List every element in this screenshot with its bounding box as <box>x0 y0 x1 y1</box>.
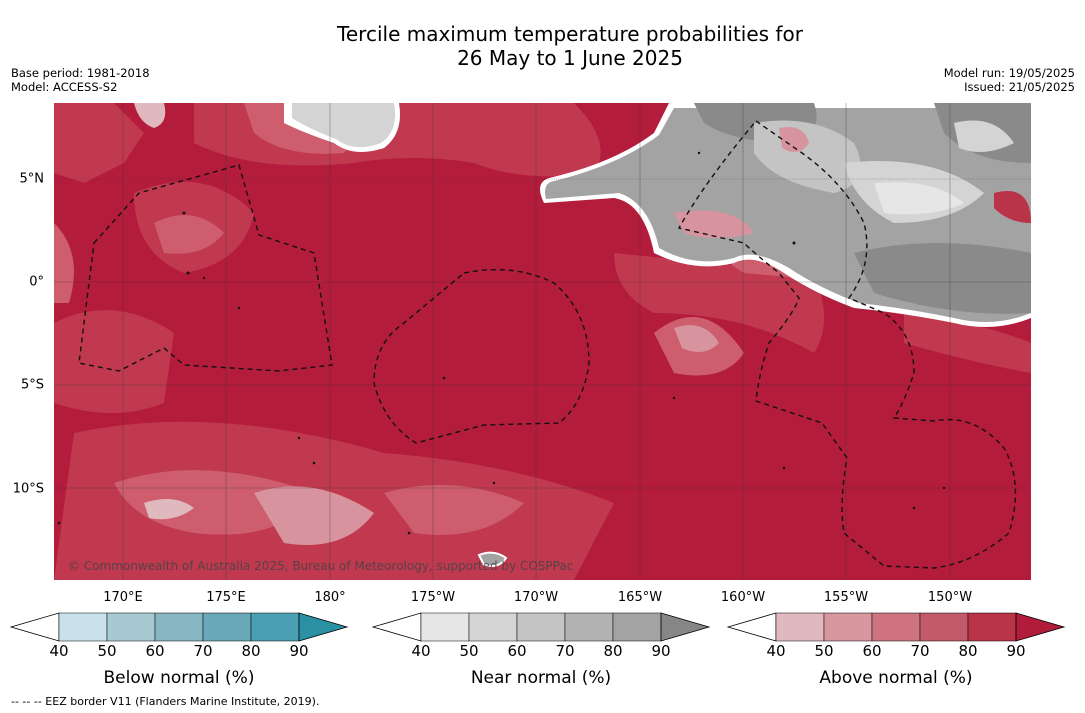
colorbar-low-extend <box>727 612 777 642</box>
tick-label: 70 <box>910 642 930 660</box>
colorbar-segment <box>154 612 204 642</box>
colorbar-segment <box>967 612 1017 642</box>
tick-label: 60 <box>862 642 882 660</box>
colorbar-segment <box>564 612 614 642</box>
tick-label: 40 <box>411 642 431 660</box>
tick-label: 80 <box>603 642 623 660</box>
colorbar-above-title: Above normal (%) <box>819 668 973 688</box>
tick-label: 70 <box>555 642 575 660</box>
probability-map <box>54 103 1031 580</box>
tick-label: 50 <box>459 642 479 660</box>
eez-borders <box>78 120 1017 569</box>
tick-label: 40 <box>49 642 69 660</box>
tick-label: 60 <box>145 642 165 660</box>
colorbar-near-normal <box>372 612 711 642</box>
copyright-notice: © Commonwealth of Australia 2025, Bureau… <box>68 559 574 573</box>
eez-footnote: -- -- -- EEZ border V11 (Flanders Marine… <box>11 695 320 708</box>
near-normal-region <box>540 103 1031 327</box>
meta-left: Base period: 1981-2018 Model: ACCESS-S2 <box>11 66 150 94</box>
issued-date: Issued: 21/05/2025 <box>964 80 1075 94</box>
colorbar-below-normal <box>10 612 349 642</box>
colorbar-segment <box>871 612 921 642</box>
colorbar-near-title: Near normal (%) <box>470 668 612 688</box>
lon-label-170e: 170°E <box>103 590 143 605</box>
lon-label-165w: 165°W <box>617 590 663 605</box>
tick-label: 50 <box>97 642 117 660</box>
base-period: Base period: 1981-2018 <box>11 66 150 80</box>
lon-label-160w: 160°W <box>720 590 766 605</box>
colorbar-segment <box>516 612 566 642</box>
colorbar-segment <box>468 612 518 642</box>
colorbar-segment <box>202 612 252 642</box>
map-title: Tercile maximum temperature probabilitie… <box>0 22 1085 70</box>
tick-label: 40 <box>766 642 786 660</box>
tick-label: 90 <box>651 642 671 660</box>
title-line-2: 26 May to 1 June 2025 <box>457 46 683 70</box>
lat-label-5s: 5°S <box>20 377 44 393</box>
tick-label: 90 <box>1006 642 1026 660</box>
colorbar-high-extend <box>1015 612 1066 642</box>
lat-label-0: 0° <box>29 274 44 290</box>
tick-label: 90 <box>289 642 309 660</box>
tick-label: 70 <box>193 642 213 660</box>
colorbar-low-extend <box>372 612 422 642</box>
colorbar-segment <box>58 612 108 642</box>
tick-label: 80 <box>241 642 261 660</box>
colorbar-low-extend <box>10 612 60 642</box>
colorbar-segment <box>106 612 156 642</box>
gridlines <box>54 103 1031 580</box>
colorbar-above-normal <box>727 612 1066 642</box>
lon-label-150w: 150°W <box>927 590 973 605</box>
tick-label: 80 <box>958 642 978 660</box>
lat-label-10s: 10°S <box>12 481 44 497</box>
above-normal-lighter-areas <box>54 103 1031 580</box>
near-normal-nw-patch <box>134 103 400 152</box>
tick-label: 50 <box>814 642 834 660</box>
model-run: Model run: 19/05/2025 <box>943 66 1075 80</box>
colorbar-high-extend <box>298 612 349 642</box>
colorbar-segment <box>420 612 470 642</box>
colorbar-segment <box>919 612 969 642</box>
lon-label-175w: 175°W <box>410 590 456 605</box>
colorbar-high-extend <box>660 612 711 642</box>
title-line-1: Tercile maximum temperature probabilitie… <box>337 22 803 46</box>
near-normal-south-patch <box>477 551 508 568</box>
colorbar-segment <box>250 612 300 642</box>
colorbar-segment <box>823 612 873 642</box>
colorbar-segment <box>775 612 825 642</box>
lon-label-170w: 170°W <box>513 590 559 605</box>
colorbar-below-title: Below normal (%) <box>103 668 255 688</box>
lat-label-5n: 5°N <box>19 171 45 187</box>
lon-label-155w: 155°W <box>823 590 869 605</box>
islands <box>57 151 946 535</box>
lon-label-180: 180° <box>314 590 346 605</box>
colorbar-segment <box>612 612 662 642</box>
model-name: Model: ACCESS-S2 <box>11 80 118 94</box>
meta-right: Model run: 19/05/2025 Issued: 21/05/2025 <box>944 66 1075 94</box>
lon-label-175e: 175°E <box>206 590 246 605</box>
tick-label: 60 <box>507 642 527 660</box>
